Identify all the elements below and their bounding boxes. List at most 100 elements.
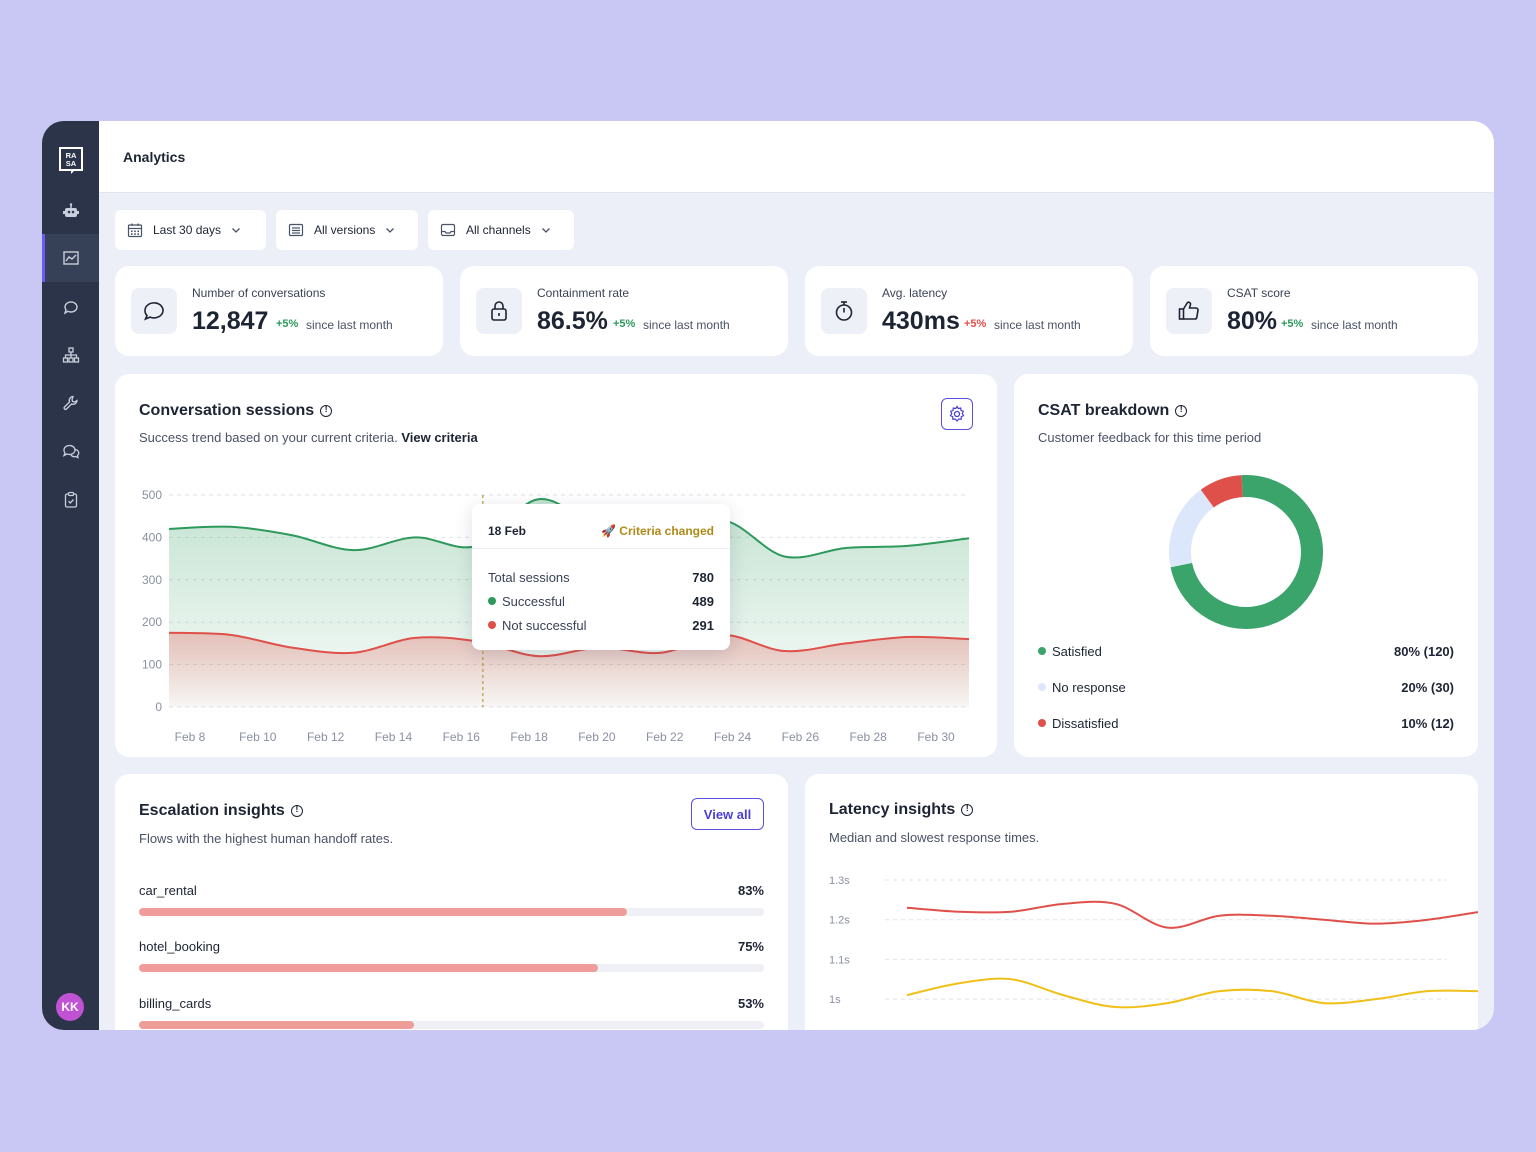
criteria-changed-badge: 🚀 Criteria changed [601, 524, 714, 538]
rasa-logo[interactable]: RA SA [59, 147, 83, 175]
sidebar-item-tools[interactable] [42, 379, 99, 427]
chart-tooltip: 18 Feb 🚀 Criteria changed Total sessions… [472, 504, 730, 650]
user-avatar[interactable]: KK [56, 993, 84, 1021]
x-tick-label: Feb 12 [307, 730, 345, 744]
legend-value: 20% (30) [1401, 680, 1454, 695]
x-tick-label: Feb 10 [239, 730, 277, 744]
info-icon[interactable] [1175, 404, 1188, 417]
flow-name: hotel_booking [139, 939, 220, 954]
kpi-value: 12,847 [192, 307, 269, 335]
version-filter[interactable]: All versions [276, 210, 418, 250]
card-subtitle: Median and slowest response times. [829, 830, 1040, 845]
tooltip-label: Total sessions [488, 570, 570, 585]
view-all-button[interactable]: View all [691, 798, 764, 830]
sidebar-item-tests[interactable] [42, 476, 99, 524]
not-successful-line [168, 631, 970, 658]
latency-insights-card: Latency insights Median and slowest resp… [805, 774, 1478, 1030]
not-successful-area [169, 632, 969, 707]
x-tick-label: Feb 30 [917, 730, 955, 744]
svg-text:RA: RA [66, 151, 77, 160]
kpi-since: since last month [994, 318, 1081, 332]
y-tick-label: 100 [142, 658, 162, 672]
analytics-icon [62, 251, 79, 265]
info-icon[interactable] [320, 404, 333, 417]
message-icon [143, 302, 164, 321]
card-title-text: Escalation insights [139, 802, 285, 819]
dissatisfied-dot [1038, 719, 1046, 727]
x-tick-label: Feb 22 [646, 730, 684, 744]
inbox-icon [440, 223, 456, 237]
legend-row-no-response: No response 20% (30) [1038, 680, 1454, 695]
y-tick-label: 200 [142, 615, 162, 629]
sidebar-item-chat[interactable] [42, 283, 99, 331]
y-tick-label: 400 [142, 530, 162, 544]
flow-name: billing_cards [139, 996, 212, 1011]
y-tick-label: 1.3s [829, 875, 850, 887]
chevron-down-icon [386, 228, 395, 233]
kpi-card-latency: Avg. latency 430ms +5% since last month [805, 266, 1133, 356]
no-response-dot [1038, 683, 1046, 691]
conversations-icon [62, 444, 79, 459]
tooltip-row-total: Total sessions 780 [488, 570, 714, 585]
y-tick-label: 1.2s [829, 915, 850, 927]
flow-pct: 83% [737, 883, 764, 898]
not-successful-dot [488, 621, 496, 629]
info-icon[interactable] [290, 804, 303, 817]
legend-label: Satisfied [1052, 644, 1102, 659]
sidebar-item-analytics[interactable] [42, 234, 99, 282]
median-latency-line [906, 977, 1478, 1009]
tooltip-value: 489 [692, 594, 714, 609]
kpi-card-containment: Containment rate 86.5% +5% since last mo… [460, 266, 788, 356]
svg-text:SA: SA [66, 159, 77, 168]
kpi-icon-box [476, 288, 522, 334]
stopwatch-icon [835, 301, 853, 321]
chevron-down-icon [232, 228, 241, 233]
date-range-label: Last 30 days [153, 223, 222, 237]
y-tick-label: 500 [142, 488, 162, 502]
progress-fill [139, 964, 599, 972]
info-icon[interactable] [961, 803, 974, 816]
sidebar-item-conversations[interactable] [42, 427, 99, 475]
kpi-label: Number of conversations [192, 286, 326, 300]
card-title-text: Conversation sessions [139, 402, 315, 419]
thumbs-up-icon [1178, 301, 1199, 320]
legend-row-dissatisfied: Dissatisfied 10% (12) [1038, 716, 1454, 731]
date-range-filter[interactable]: Last 30 days [115, 210, 266, 250]
successful-dot [488, 597, 496, 605]
tooltip-divider [472, 548, 730, 549]
kpi-icon-box [131, 288, 177, 334]
chevron-down-icon [541, 228, 550, 233]
y-tick-label: 0 [155, 700, 162, 714]
card-title: Escalation insights [139, 802, 303, 820]
progress-fill [139, 1021, 414, 1029]
kpi-value: 430ms [882, 307, 960, 335]
x-tick-label: Feb 8 [175, 730, 206, 744]
tooltip-label: Successful [502, 594, 565, 609]
clipboard-icon [64, 491, 77, 508]
gear-icon [949, 405, 965, 422]
flow-name: car_rental [139, 883, 197, 898]
donut-slice-no-response [1169, 489, 1215, 568]
sidebar-item-flows[interactable] [42, 331, 99, 379]
settings-button[interactable] [941, 398, 973, 430]
channel-filter[interactable]: All channels [428, 210, 574, 250]
card-subtitle: Success trend based on your current crit… [139, 430, 478, 445]
sidebar-item-bot[interactable] [42, 187, 99, 235]
calendar-icon [127, 223, 143, 238]
card-subtitle: Flows with the highest human handoff rat… [139, 831, 394, 846]
kpi-icon-box [821, 288, 867, 334]
escalation-insights-card: Escalation insights Flows with the highe… [115, 774, 788, 1030]
chat-icon [63, 301, 78, 315]
list-icon [288, 223, 304, 237]
progress-track [139, 964, 764, 972]
conversation-sessions-card: Conversation sessions Success trend base… [115, 374, 997, 757]
x-tick-label: Feb 20 [578, 730, 616, 744]
kpi-since: since last month [643, 318, 730, 332]
card-title-text: CSAT breakdown [1038, 402, 1170, 419]
tooltip-value: 780 [692, 570, 714, 585]
view-criteria-link[interactable]: View criteria [401, 430, 478, 445]
card-title-text: Latency insights [829, 801, 956, 818]
card-subtitle-text: Success trend based on your current crit… [139, 430, 398, 445]
kpi-card-conversations: Number of conversations 12,847 +5% since… [115, 266, 443, 356]
progress-track [139, 1021, 764, 1029]
